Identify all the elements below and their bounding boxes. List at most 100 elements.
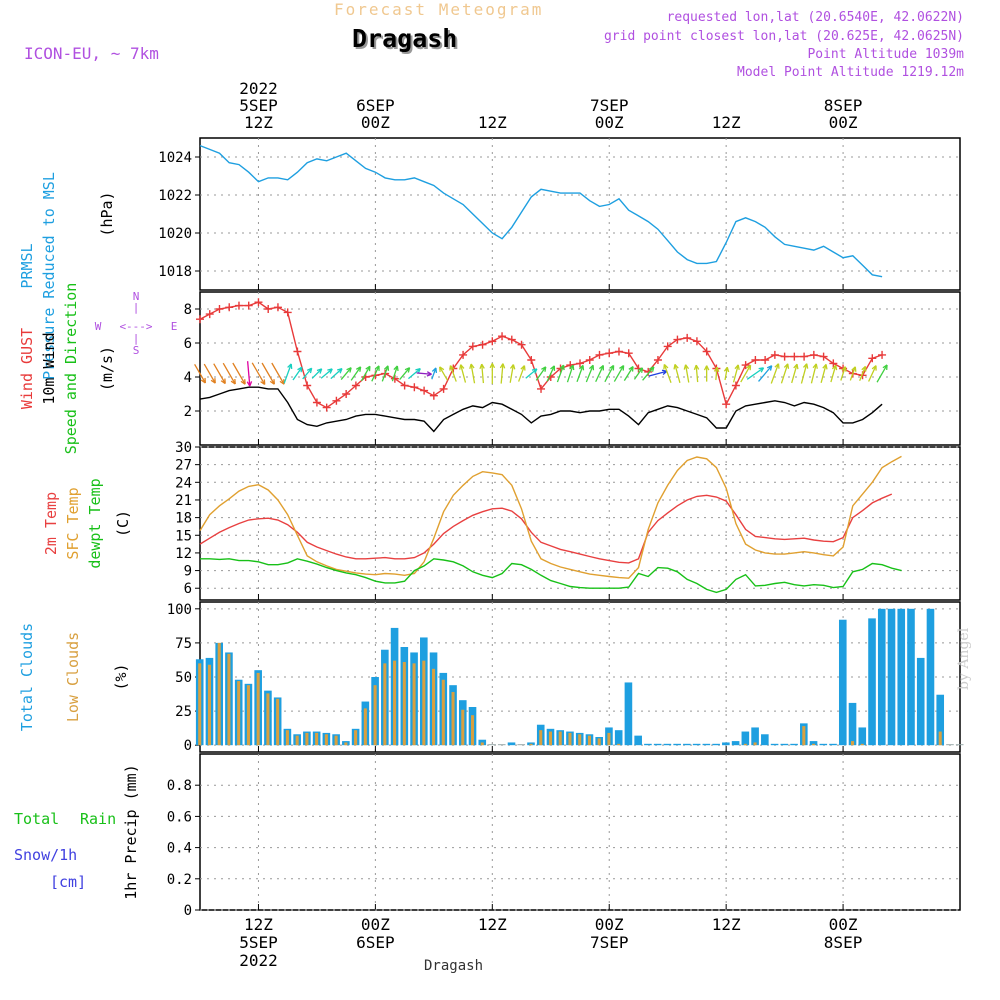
wind-arrow (302, 367, 313, 380)
gust-marker (868, 354, 877, 363)
wind-arrow-head (673, 363, 679, 370)
cloud-bar-low (207, 664, 211, 746)
cloud-bar-low (402, 662, 406, 746)
gust-marker (507, 335, 516, 344)
wind-arrow-shaft (203, 363, 216, 384)
wind-arrow-shaft (500, 363, 504, 384)
gust-marker (790, 352, 799, 361)
gust-marker (488, 337, 497, 346)
wind-arrow-head (383, 365, 390, 371)
wind-arrow (449, 365, 457, 382)
wind-arrow (633, 367, 644, 380)
cloud-bar-total (731, 741, 740, 746)
wind-arrow-shaft (566, 364, 574, 383)
time-label-top: 6SEP (356, 96, 395, 115)
wind-arrow-head (559, 364, 565, 371)
cloud-bar-low (451, 692, 455, 746)
wind-ytick-label: 2 (184, 404, 192, 420)
wind-arrow-shaft (613, 365, 625, 382)
cloud-bar-low (334, 735, 338, 746)
top-title: Forecast Meteogram (334, 0, 544, 19)
gust-marker (722, 400, 731, 409)
wind-arrow-shaft (800, 363, 808, 384)
clouds-ytick-label: 100 (167, 602, 192, 618)
wind-arrow (770, 363, 780, 384)
wind-arrow (439, 366, 449, 381)
gust-marker (312, 398, 321, 407)
wind-arrow (203, 363, 216, 384)
wind-arrow-shaft (292, 366, 303, 381)
gust-marker (478, 340, 487, 349)
wind-arrow-shaft (416, 372, 432, 375)
wind-arrow-shaft (642, 366, 655, 381)
cloud-bar-total (692, 743, 701, 746)
pressure-ytick-label: 1020 (158, 226, 192, 242)
wind-arrow-shaft (684, 364, 690, 383)
wind-arrow-shaft (791, 364, 798, 384)
wind-arrow-shaft (859, 366, 867, 382)
point-altitude: Point Altitude 1039m (807, 47, 964, 62)
cloud-bar-total (936, 694, 945, 746)
location-title: Dragash (352, 24, 458, 53)
precip-ytick-label: 0 (184, 903, 192, 919)
wind-arrow (320, 368, 333, 379)
time-label-top: 2022 (239, 79, 278, 98)
gust-marker (342, 390, 351, 398)
wind-arrow (566, 364, 575, 383)
cloud-bar-total (488, 744, 496, 746)
precip-ytick-label: 0.8 (167, 778, 192, 794)
gust-marker (731, 381, 740, 390)
wind-arrow-head (287, 363, 293, 370)
clouds-ytick-label: 75 (175, 636, 192, 652)
wind-arrow (683, 364, 690, 383)
cloud-bar-low (607, 732, 611, 746)
cloud-bar-low (412, 663, 416, 746)
wind-arrow (693, 364, 700, 383)
time-label-top: 00Z (829, 113, 858, 132)
pressure-frame (199, 137, 961, 291)
cloud-bar-total (819, 743, 828, 746)
wind-side-label: Speed and Direction (62, 283, 80, 455)
cloud-bar-low (315, 732, 319, 746)
wind-arrow (261, 362, 275, 385)
wind-arrow-shaft (810, 363, 817, 384)
gust-marker (770, 350, 779, 359)
cloud-bar-low (578, 734, 582, 746)
panel-wind (0, 0, 961, 446)
wind-arrow (623, 366, 634, 381)
temperature-line-sfc-temp (199, 455, 902, 579)
wind-arrow-shaft (460, 364, 467, 383)
wind-arrow (740, 364, 752, 383)
time-label-top: 7SEP (590, 96, 629, 115)
gust-marker (653, 356, 662, 364)
gust-marker (390, 374, 399, 383)
cloud-bar-total (790, 743, 798, 746)
cloud-bar-low (938, 731, 942, 746)
cloud-bar-total (741, 731, 750, 746)
wind-arrow-shaft (222, 362, 236, 385)
wind-arrow (381, 365, 390, 382)
wind-arrow-head (609, 364, 615, 371)
cloud-bar-total (887, 608, 896, 746)
cloud-bar-low (217, 642, 221, 746)
wind-arrow-shaft (330, 368, 343, 380)
cloud-bar-low (529, 743, 533, 746)
wind-arrow-shaft (585, 365, 594, 383)
wind-arrow-head (569, 364, 575, 371)
precip-label-cm: [cm] (50, 873, 86, 891)
wind-arrow-head (200, 377, 207, 384)
cloud-bar-total (829, 743, 837, 746)
wind-arrow-head (841, 366, 847, 372)
precip-ytick-label: 0.2 (167, 872, 192, 888)
wind-arrow-head (346, 367, 352, 373)
wind-arrow-shaft (518, 365, 526, 382)
wind-arrow (546, 365, 556, 382)
wind-arrow-shaft (849, 366, 856, 381)
time-label-bottom: 5SEP (239, 933, 278, 952)
wind-arrow-shaft (271, 362, 285, 385)
wind-arrow-head (404, 367, 411, 373)
cloud-bar-total (926, 608, 935, 746)
temperature-side-label: (C) (114, 510, 132, 537)
wind-arrow-shaft (546, 365, 555, 382)
gust-marker (751, 356, 760, 364)
